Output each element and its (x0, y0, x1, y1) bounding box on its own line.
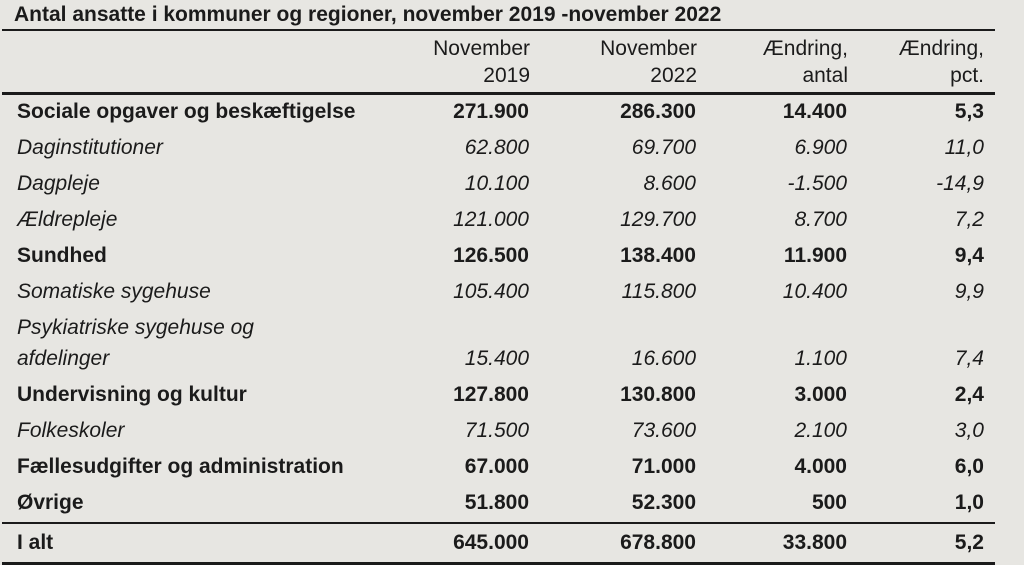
row-label: Folkeskoler (17, 419, 125, 442)
cell-nov2022: 52.300 (631, 491, 696, 514)
cell-aendring-pct: -14,9 (936, 172, 984, 195)
cell-nov2022: 286.300 (620, 100, 696, 123)
row-label: Undervisning og kultur (17, 383, 247, 406)
cell-aendring-antal: 8.700 (794, 208, 847, 231)
table-row: Sundhed 126.500 138.400 11.900 9,4 (2, 239, 995, 275)
table-row: Ældrepleje 121.000 129.700 8.700 7,2 (2, 203, 995, 239)
header-row: November 2019 November 2022 Ændring, ant… (2, 31, 995, 95)
cell-aendring-antal: 3.000 (794, 383, 847, 406)
row-label: Psykiatriske sygehuse og afdelinger (17, 316, 254, 370)
employees-table: November 2019 November 2022 Ændring, ant… (2, 31, 995, 565)
cell-nov2019: 62.800 (464, 136, 529, 159)
header-november-2019: November 2019 (392, 31, 530, 95)
total-aendring-antal: 33.800 (697, 522, 848, 565)
cell-nov2019: 105.400 (453, 280, 529, 303)
total-nov2022: 678.800 (530, 522, 697, 565)
row-label: Somatiske sygehuse (17, 280, 211, 303)
row-label: Sundhed (17, 244, 107, 267)
cell-aendring-pct: 7,4 (954, 347, 984, 370)
total-row: I alt 645.000 678.800 33.800 5,2 (2, 522, 995, 565)
cell-nov2022: 16.600 (631, 347, 696, 370)
cell-aendring-pct: 5,3 (954, 100, 984, 123)
header-aendring-pct: Ændring, pct. (848, 31, 995, 95)
cell-aendring-antal: 1.100 (794, 347, 847, 370)
row-label: Fællesudgifter og administration (17, 455, 344, 478)
table-title: Antal ansatte i kommuner og regioner, no… (14, 3, 722, 26)
cell-nov2019: 127.800 (453, 383, 529, 406)
table-row: Dagpleje 10.100 8.600 -1.500 -14,9 (2, 167, 995, 203)
cell-nov2022: 115.800 (621, 280, 696, 303)
cell-aendring-antal: 500 (811, 491, 847, 514)
cell-nov2019: 10.100 (464, 172, 529, 195)
cell-aendring-pct: 1,0 (954, 491, 984, 514)
cell-nov2019: 51.800 (464, 491, 529, 514)
cell-nov2019: 271.900 (453, 100, 529, 123)
cell-nov2022: 69.700 (631, 136, 696, 159)
cell-aendring-antal: 4.000 (794, 455, 847, 478)
cell-nov2019: 15.400 (464, 347, 529, 370)
cell-aendring-pct: 9,4 (954, 244, 984, 267)
cell-aendring-antal: 14.400 (782, 100, 847, 123)
cell-nov2019: 126.500 (453, 244, 529, 267)
row-label: Øvrige (17, 491, 84, 514)
table-row: Undervisning og kultur 127.800 130.800 3… (2, 378, 995, 414)
cell-nov2022: 71.000 (631, 455, 696, 478)
cell-aendring-pct: 9,9 (954, 280, 984, 303)
table-row: Fællesudgifter og administration 67.000 … (2, 450, 995, 486)
cell-aendring-pct: 11,0 (944, 136, 984, 159)
cell-aendring-pct: 6,0 (954, 455, 984, 478)
table-row: Sociale opgaver og beskæftigelse 271.900… (2, 94, 995, 132)
cell-aendring-pct: 2,4 (954, 383, 984, 406)
table-row: Øvrige 51.800 52.300 500 1,0 (2, 486, 995, 523)
cell-nov2022: 73.600 (631, 419, 696, 442)
table-row: Somatiske sygehuse 105.400 115.800 10.40… (2, 275, 995, 311)
title-rule: Antal ansatte i kommuner og regioner, no… (2, 1, 995, 31)
total-nov2019: 645.000 (392, 522, 530, 565)
cell-nov2022: 138.400 (620, 244, 696, 267)
cell-aendring-antal: 11.900 (783, 244, 847, 267)
row-label: Dagpleje (17, 172, 100, 195)
table-row: Daginstitutioner 62.800 69.700 6.900 11,… (2, 131, 995, 167)
cell-aendring-pct: 3,0 (954, 419, 984, 442)
total-aendring-pct: 5,2 (848, 522, 995, 565)
header-aendring-antal: Ændring, antal (697, 31, 848, 95)
row-label: Daginstitutioner (17, 136, 163, 159)
cell-aendring-antal: -1.500 (787, 172, 847, 195)
cell-aendring-antal: 2.100 (794, 419, 847, 442)
table-row: Folkeskoler 71.500 73.600 2.100 3,0 (2, 414, 995, 450)
cell-aendring-pct: 7,2 (954, 208, 984, 231)
header-november-2022: November 2022 (530, 31, 697, 95)
row-label: Ældrepleje (17, 208, 118, 231)
total-label: I alt (2, 522, 392, 565)
table-header: November 2019 November 2022 Ændring, ant… (2, 31, 995, 95)
cell-aendring-antal: 10.400 (782, 280, 847, 303)
cell-nov2022: 130.800 (620, 383, 696, 406)
cell-nov2022: 129.700 (620, 208, 696, 231)
cell-nov2019: 67.000 (464, 455, 529, 478)
cell-nov2022: 8.600 (643, 172, 696, 195)
header-empty-cell (2, 31, 392, 95)
table-row: Psykiatriske sygehuse og afdelinger 15.4… (2, 311, 995, 378)
table-body: Sociale opgaver og beskæftigelse 271.900… (2, 94, 995, 565)
cell-nov2019: 121.000 (453, 208, 529, 231)
cell-aendring-antal: 6.900 (794, 136, 847, 159)
row-label: Sociale opgaver og beskæftigelse (17, 100, 356, 123)
cell-nov2019: 71.500 (464, 419, 529, 442)
